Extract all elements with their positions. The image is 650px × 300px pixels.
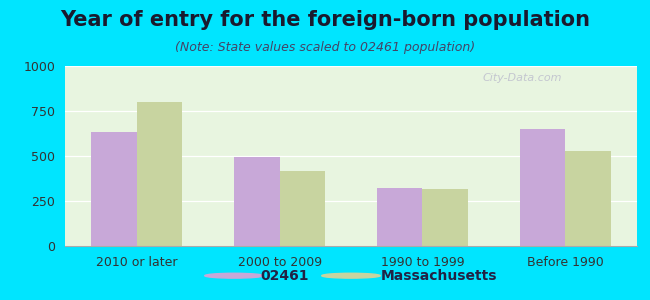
Circle shape — [205, 273, 263, 278]
Text: Year of entry for the foreign-born population: Year of entry for the foreign-born popul… — [60, 10, 590, 30]
Bar — [280, 171, 325, 246]
Text: Massachusetts: Massachusetts — [380, 269, 497, 283]
Bar — [234, 157, 280, 246]
Circle shape — [322, 273, 380, 278]
Bar — [136, 102, 183, 246]
Bar — [91, 132, 136, 246]
Bar — [377, 188, 423, 246]
Bar — [566, 151, 611, 246]
Text: 02461: 02461 — [260, 269, 309, 283]
Bar — [422, 189, 468, 246]
Bar — [519, 129, 566, 246]
Text: (Note: State values scaled to 02461 population): (Note: State values scaled to 02461 popu… — [175, 41, 475, 54]
Text: City-Data.com: City-Data.com — [483, 73, 562, 83]
